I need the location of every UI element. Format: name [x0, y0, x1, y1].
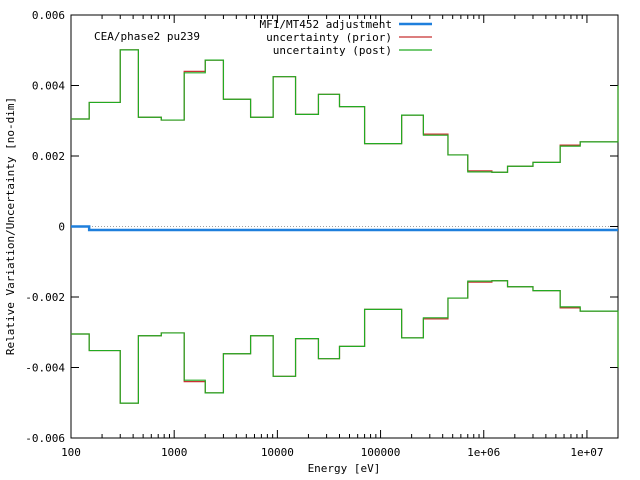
x-tick-label: 10000 [261, 446, 294, 459]
series-line-uncertainty-post [71, 49, 619, 173]
x-tick-label: 100 [61, 446, 81, 459]
x-tick-label: 1e+06 [467, 446, 500, 459]
y-tick-label: -0.004 [25, 362, 65, 375]
y-tick-label: 0.002 [32, 150, 65, 163]
x-tick-label: 1e+07 [570, 446, 603, 459]
series-line-uncertainty-post-lower [71, 280, 619, 404]
series-line-mf1-mt452-adjustment [71, 225, 618, 232]
y-axis-title: Relative Variation/Uncertainty [no-dim] [4, 97, 17, 355]
x-axis-title: Energy [eV] [308, 462, 381, 475]
x-tick-label: 100000 [361, 446, 401, 459]
series-line-uncertainty-prior [71, 49, 619, 173]
y-tick-label: 0.006 [32, 9, 65, 22]
annotation-label: CEA/phase2 pu239 [94, 30, 200, 43]
x-tick-label: 1000 [161, 446, 188, 459]
y-tick-label: -0.002 [25, 291, 65, 304]
series-line-uncertainty-prior-lower [71, 280, 619, 404]
legend-label: uncertainty (prior) [266, 31, 392, 44]
legend-label: MF1/MT452 adjustment [260, 18, 392, 31]
legend-label: uncertainty (post) [273, 44, 392, 57]
y-tick-label: -0.006 [25, 432, 65, 445]
y-tick-label: 0.004 [32, 80, 65, 93]
y-tick-label: 0 [58, 221, 65, 234]
